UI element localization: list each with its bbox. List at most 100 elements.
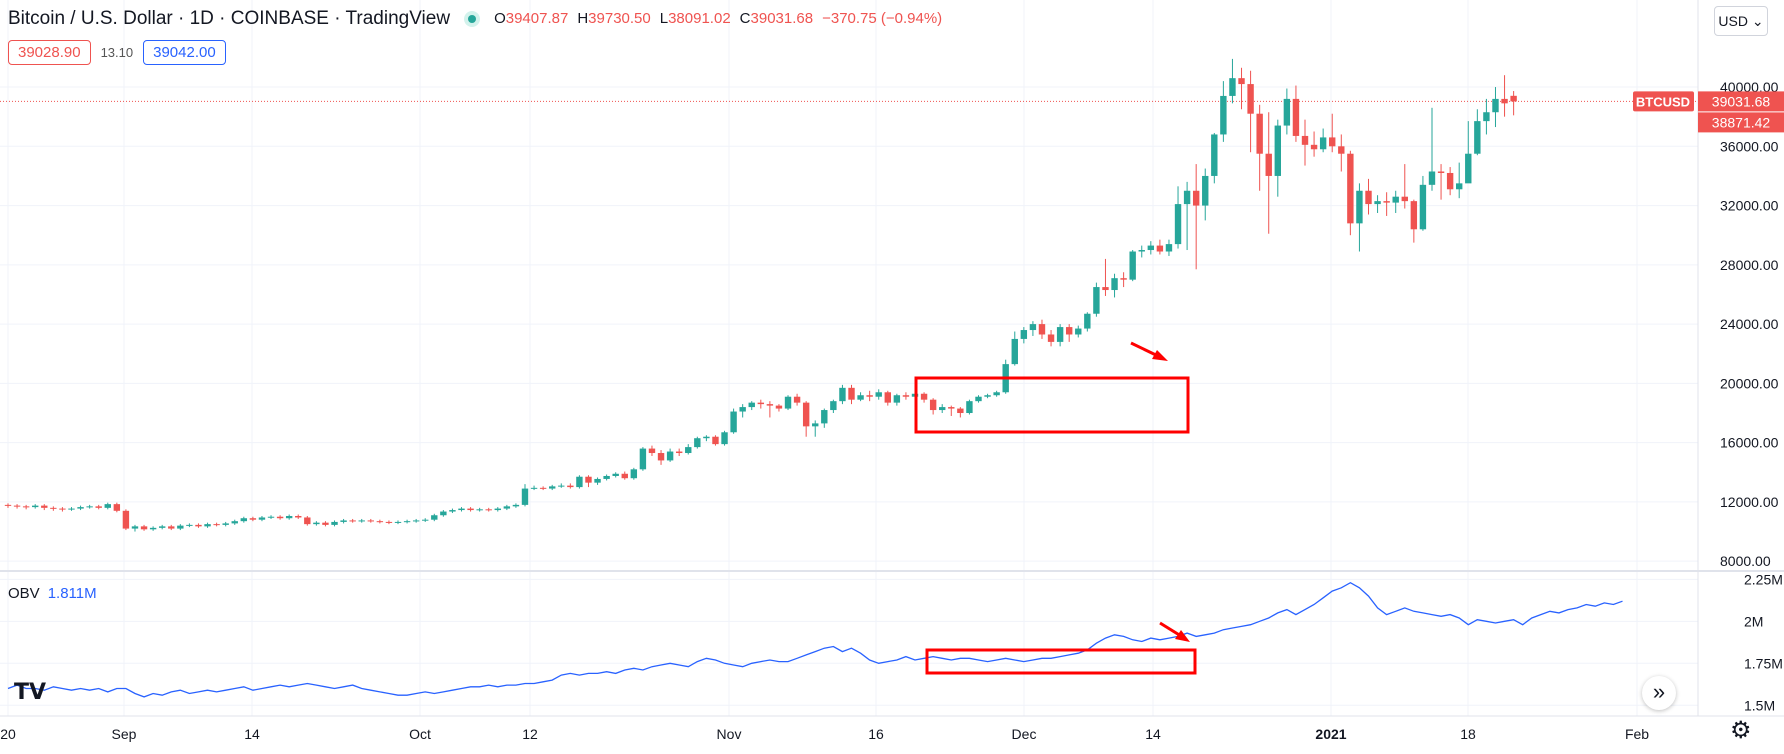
candle-body bbox=[1310, 144, 1318, 150]
candle-body bbox=[558, 485, 565, 487]
currency-select[interactable]: USD ⌄ bbox=[1714, 6, 1768, 36]
candle-body bbox=[295, 515, 302, 518]
price-axis-tick: 12000.00 bbox=[1720, 494, 1779, 510]
price-axis-tick: 8000.00 bbox=[1720, 553, 1771, 569]
candle-body bbox=[1011, 338, 1018, 365]
candle-body bbox=[22, 506, 30, 508]
candle-body bbox=[1365, 190, 1372, 205]
candle-body bbox=[1120, 278, 1127, 280]
ohlc-value: 39730.50 bbox=[588, 10, 651, 27]
candle-body bbox=[576, 476, 583, 488]
candle-body bbox=[431, 515, 438, 520]
obv-line bbox=[7, 581, 1623, 698]
candle-body bbox=[857, 395, 864, 400]
candle-body bbox=[875, 392, 882, 397]
candle-body bbox=[485, 509, 492, 511]
candle-body bbox=[929, 399, 937, 411]
symbol-price-label-bg bbox=[1633, 91, 1694, 112]
candle-body bbox=[1138, 250, 1145, 252]
scroll-to-realtime-button[interactable]: » bbox=[1642, 676, 1676, 710]
candle-body bbox=[149, 527, 157, 530]
tradingview-logo-icon[interactable]: 𝗧𝗩 bbox=[14, 679, 47, 704]
candle-body bbox=[1483, 112, 1490, 122]
annotation-arrowhead-obv bbox=[1175, 630, 1190, 642]
buy-price-button[interactable]: 39042.00 bbox=[143, 40, 226, 65]
price-boxes: 39028.90 13.10 39042.00 bbox=[8, 40, 226, 65]
candle-body bbox=[893, 395, 901, 403]
time-axis-tick: 16 bbox=[868, 726, 884, 742]
candle-body bbox=[539, 487, 547, 489]
candle-body bbox=[521, 488, 529, 505]
time-axis-tick: Oct bbox=[409, 726, 431, 742]
candle-body bbox=[1111, 278, 1118, 291]
ohlc-value: −370.75 (−0.94%) bbox=[822, 10, 943, 27]
chevron-down-icon: ⌄ bbox=[1747, 13, 1764, 29]
candle-body bbox=[830, 401, 837, 411]
candle-body bbox=[4, 504, 12, 506]
annotation-box-obv bbox=[925, 648, 1197, 675]
candle-body bbox=[231, 521, 238, 524]
symbol-title[interactable]: Bitcoin / U.S. Dollar · 1D · COINBASE · … bbox=[8, 8, 451, 29]
current-price-tag: 39031.68 bbox=[1712, 93, 1771, 109]
candle-body bbox=[839, 387, 846, 402]
indicator-value: 1.811M bbox=[47, 585, 97, 602]
candle-body bbox=[340, 520, 347, 522]
candle-body bbox=[1192, 190, 1200, 206]
candle-body bbox=[1038, 324, 1046, 335]
candle-body bbox=[739, 407, 746, 412]
annotation-arrowhead-price bbox=[1152, 350, 1168, 361]
price-axis-tick: 32000.00 bbox=[1720, 198, 1779, 214]
candle-body bbox=[594, 478, 601, 483]
ohlc-item: −370.75 (−0.94%) bbox=[822, 10, 942, 27]
candle-body bbox=[821, 410, 828, 424]
candle-body bbox=[331, 521, 338, 525]
candle-body bbox=[267, 516, 275, 518]
secondary-price-tag-bg bbox=[1698, 112, 1784, 133]
candle-body bbox=[186, 524, 193, 526]
obv-axis-tick: 1.5M bbox=[1744, 697, 1775, 713]
obv-axis-tick: 2M bbox=[1744, 613, 1763, 629]
ohlc-key: H bbox=[577, 10, 589, 27]
candle-body bbox=[884, 392, 891, 403]
candle-body bbox=[476, 509, 483, 511]
time-axis-tick: 12 bbox=[522, 726, 538, 742]
candle-body bbox=[585, 476, 592, 483]
gear-icon[interactable]: ⚙ bbox=[1730, 717, 1752, 744]
ohlc-value: 38091.02 bbox=[668, 10, 731, 27]
candle-body bbox=[1229, 78, 1236, 96]
candle-body bbox=[258, 517, 266, 520]
candle-body bbox=[1247, 84, 1254, 114]
candle-body bbox=[86, 506, 93, 508]
candle-body bbox=[902, 395, 910, 397]
candle-body bbox=[1202, 175, 1209, 206]
candle-body bbox=[394, 521, 402, 523]
obv-axis-tick: 1.75M bbox=[1744, 655, 1783, 671]
candle-body bbox=[1274, 125, 1281, 176]
candle-body bbox=[1319, 137, 1327, 150]
indicator-legend[interactable]: OBV 1.811M bbox=[8, 585, 97, 602]
time-axis-tick: Feb bbox=[1625, 726, 1649, 742]
candle-body bbox=[422, 519, 429, 521]
candle-body bbox=[349, 520, 356, 522]
candle-body bbox=[1374, 201, 1381, 205]
candle-body bbox=[131, 526, 139, 529]
candle-body bbox=[1419, 184, 1427, 230]
market-open-dot-icon[interactable] bbox=[464, 11, 481, 27]
candle-body bbox=[784, 396, 792, 409]
candle-body bbox=[966, 401, 973, 414]
candle-body bbox=[1474, 121, 1481, 154]
candle-body bbox=[1428, 171, 1436, 185]
candle-body bbox=[358, 520, 365, 522]
candle-body bbox=[213, 524, 220, 526]
sell-price-button[interactable]: 39028.90 bbox=[8, 40, 91, 65]
price-axis-tick: 20000.00 bbox=[1720, 375, 1779, 391]
candle-body bbox=[1329, 137, 1336, 147]
ohlc-item: C39031.68 bbox=[740, 10, 813, 27]
candle-body bbox=[694, 438, 701, 448]
candle-body bbox=[666, 451, 674, 461]
candle-body bbox=[13, 505, 21, 507]
candle-body bbox=[1174, 204, 1182, 245]
candle-body bbox=[50, 507, 57, 509]
